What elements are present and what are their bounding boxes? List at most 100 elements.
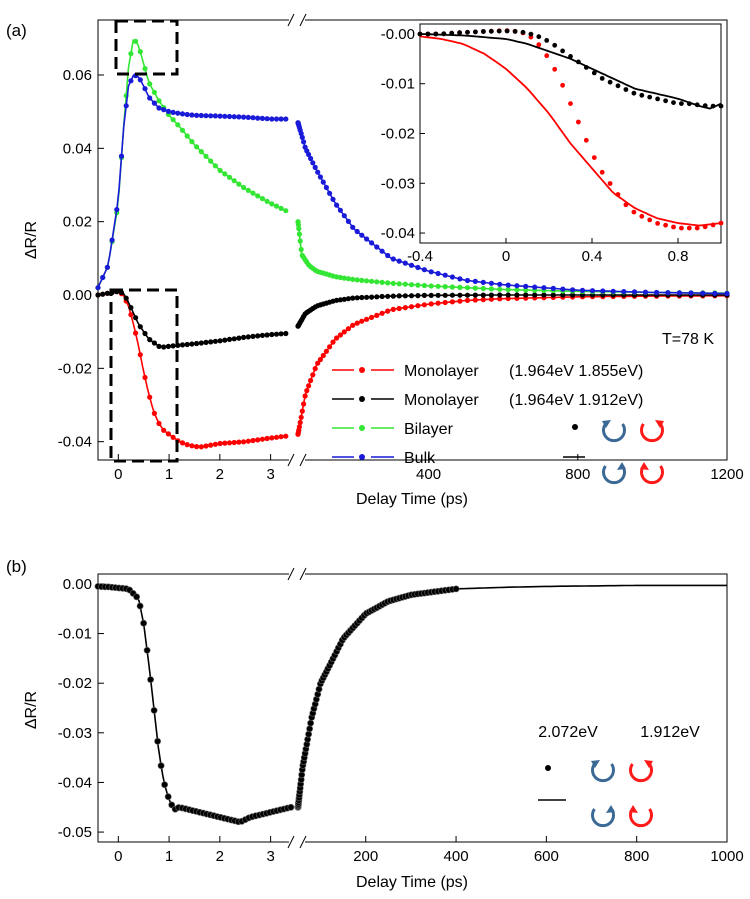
- x-tick-label: 400: [444, 848, 469, 865]
- data-point: [161, 781, 168, 789]
- inset-point: [655, 96, 660, 102]
- data-point: [369, 240, 375, 246]
- inset-point: [599, 169, 605, 175]
- inset-x-tick-label: 0: [502, 248, 510, 265]
- data-point: [236, 439, 242, 445]
- temperature-annotation: T=78 K: [662, 331, 714, 348]
- data-point: [226, 336, 233, 342]
- inset-point: [679, 225, 684, 231]
- data-point: [396, 305, 402, 312]
- data-point: [170, 117, 176, 123]
- data-point: [301, 401, 307, 407]
- data-point: [128, 78, 134, 84]
- data-point: [497, 292, 503, 298]
- data-point: [236, 114, 242, 120]
- data-point: [480, 297, 486, 303]
- data-point: [295, 222, 301, 228]
- series-3: [95, 73, 730, 297]
- data-point: [142, 86, 148, 92]
- data-point: [189, 443, 195, 449]
- data-point: [203, 153, 209, 159]
- data-point: [390, 306, 396, 312]
- data-point: [421, 302, 427, 308]
- data-point: [198, 444, 204, 450]
- data-point: [273, 203, 280, 209]
- data-point: [464, 297, 471, 303]
- data-point: [312, 164, 318, 170]
- panel-a-legend: Monolayer (1.964eV 1.855eV) Monolayer (1…: [332, 363, 664, 485]
- data-point: [560, 286, 566, 292]
- data-point: [273, 331, 280, 337]
- data-point: [245, 187, 251, 193]
- data-point: [312, 366, 318, 372]
- data-point: [523, 283, 529, 289]
- data-point: [133, 38, 139, 44]
- data-point: [212, 113, 218, 119]
- data-point: [364, 278, 370, 284]
- panel-b-axis-break: [287, 567, 307, 849]
- data-point: [259, 115, 265, 121]
- data-point: [345, 326, 351, 332]
- data-point: [255, 193, 261, 199]
- panel-a: (a) ΔR/R Delay Time (ps) 0.060.040.020.0…: [6, 13, 744, 508]
- data-point: [541, 292, 547, 298]
- data-point: [330, 339, 336, 345]
- data-point: [269, 331, 275, 338]
- x-tick-label: 1: [165, 848, 173, 865]
- inset-point: [591, 155, 597, 161]
- panel-b-frame: [97, 573, 728, 843]
- data-point: [408, 293, 415, 299]
- data-point: [255, 333, 261, 339]
- data-point: [464, 292, 471, 298]
- data-point: [184, 341, 190, 348]
- data-point: [341, 275, 347, 281]
- data-point: [374, 312, 380, 318]
- panel-a-axis-break: [287, 13, 307, 467]
- data-point: [379, 293, 385, 300]
- data-point: [472, 278, 478, 284]
- axis-break-slash: [287, 835, 295, 849]
- data-point: [184, 133, 190, 139]
- data-point: [337, 297, 343, 303]
- data-point: [241, 184, 247, 191]
- data-point: [449, 299, 455, 305]
- data-point: [226, 440, 233, 446]
- data-point: [402, 305, 408, 311]
- data-point: [415, 282, 421, 288]
- data-point: [231, 439, 237, 446]
- panel-b: (b) ΔR/R Delay Time (ps) 0.00 -0.01 -0.02 -…: [6, 557, 744, 891]
- data-point: [217, 338, 223, 344]
- panel-b-y-ticks: 0.00 -0.01 -0.02 -0.03 -0.04 -0.05: [58, 576, 104, 841]
- data-point: [514, 287, 520, 293]
- data-point: [374, 279, 380, 285]
- data-point: [203, 113, 209, 119]
- legend-label-monolayer-2: Monolayer: [404, 392, 479, 409]
- inset-point: [694, 225, 700, 231]
- x-tick-label: 600: [534, 848, 559, 865]
- data-point: [194, 144, 200, 150]
- inset-series: [417, 28, 724, 231]
- data-point: [179, 111, 186, 117]
- x-tick-label: 0: [114, 848, 122, 865]
- axis-break-gap: [289, 457, 305, 463]
- data-point: [304, 388, 310, 394]
- data-point: [480, 292, 486, 298]
- data-point: [579, 292, 586, 298]
- panel-a-label: (a): [6, 21, 27, 40]
- circular-polarization-blue-icon-2: [602, 462, 626, 485]
- series-0: [94, 583, 727, 826]
- legend-item-bulk: Bulk: [332, 450, 436, 467]
- data-point: [523, 292, 529, 298]
- panel-a-x-ticks: 0 1 2 3 400 800 1200: [114, 454, 744, 483]
- data-point: [579, 287, 586, 293]
- inset-y-tick-label: -0.03: [381, 175, 415, 192]
- data-point: [327, 190, 333, 196]
- data-point: [264, 435, 270, 442]
- zoom-box-bottom: [109, 288, 179, 463]
- data-point: [165, 431, 171, 437]
- data-point: [428, 292, 434, 298]
- data-point: [369, 294, 375, 300]
- data-point: [452, 585, 460, 593]
- data-point: [283, 330, 289, 337]
- data-point: [226, 174, 233, 180]
